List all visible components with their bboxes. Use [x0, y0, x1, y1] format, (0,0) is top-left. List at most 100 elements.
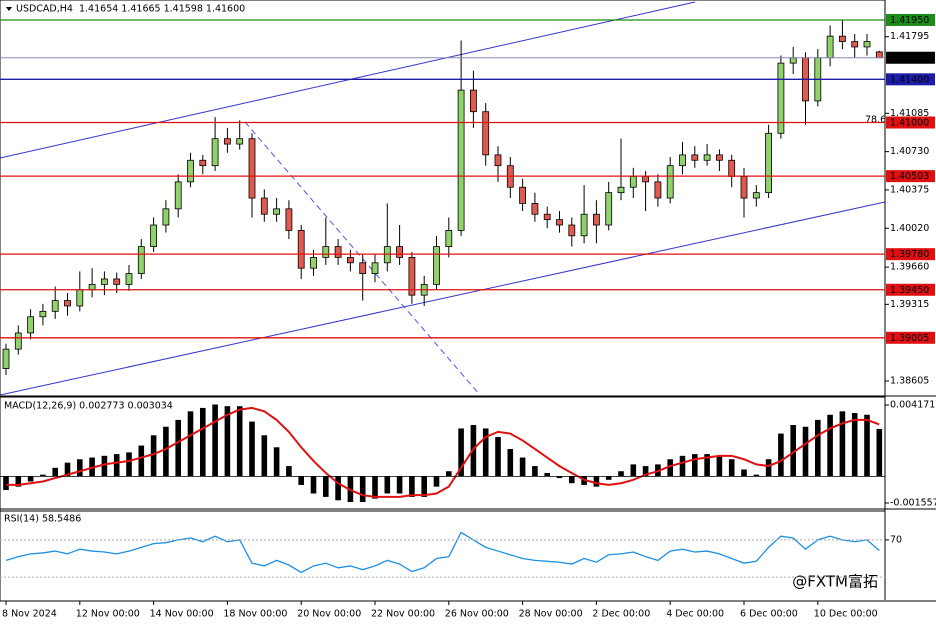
level-label: 1.41400	[890, 74, 929, 85]
macd-bar	[101, 455, 108, 477]
candle-body	[223, 138, 231, 145]
macd-bar	[593, 476, 600, 487]
macd-bar	[827, 414, 833, 477]
candle-body	[679, 154, 686, 167]
y-tick-label: 1.39315	[890, 299, 929, 310]
candle-body	[851, 41, 859, 48]
candle-body	[629, 176, 637, 188]
candle-body	[617, 186, 625, 194]
candle-body	[839, 35, 846, 42]
candle-body	[543, 213, 551, 221]
candle-body	[789, 57, 797, 64]
macd-bar	[175, 419, 181, 477]
candle-body	[101, 278, 108, 285]
candle-body	[556, 219, 563, 226]
macd-bar	[519, 457, 526, 477]
candle-body	[187, 159, 194, 183]
trend-channel-lower	[0, 201, 885, 395]
macd-bar	[667, 459, 673, 477]
candle-body	[740, 176, 748, 199]
candle-body	[580, 213, 588, 237]
macd-bar	[605, 476, 612, 480]
candle-body	[666, 165, 674, 199]
candle-body	[137, 246, 145, 274]
macd-bar	[728, 459, 735, 477]
x-tick-label: 10 Dec 00:00	[814, 609, 878, 620]
macd-bar	[138, 445, 145, 477]
macd-bar	[310, 476, 317, 494]
candle-body	[482, 111, 490, 156]
candle-body	[371, 262, 379, 274]
x-tick-label: 4 Dec 00:00	[666, 609, 724, 620]
macd-bar	[765, 459, 772, 477]
macd-bar	[704, 454, 710, 477]
level-label: 1.41950	[890, 15, 929, 26]
candle-body	[273, 208, 281, 215]
candle-body	[605, 192, 613, 226]
x-tick-label: 26 Nov 00:00	[445, 609, 509, 620]
level-label: 1.40503	[890, 171, 929, 182]
candle-body	[531, 203, 539, 215]
macd-bar	[409, 476, 415, 497]
macd-bar	[113, 454, 120, 477]
candle-body	[150, 224, 158, 248]
candle-body	[2, 348, 10, 369]
candle-body	[174, 181, 182, 210]
macd-bar	[618, 471, 624, 477]
candle-body	[322, 246, 330, 258]
level-label: 1.39780	[890, 249, 929, 260]
candle-body	[39, 310, 47, 318]
macd-bar	[630, 464, 637, 477]
y-tick-label: 1.40730	[890, 146, 929, 157]
candle-body	[113, 278, 121, 285]
macd-bar	[790, 425, 796, 477]
macd-bar	[27, 476, 34, 482]
candle-body	[297, 230, 305, 269]
macd-bar	[77, 459, 83, 477]
candle-body	[703, 154, 711, 161]
candle-body	[64, 300, 71, 307]
candle-body	[396, 246, 404, 258]
candle-body	[728, 159, 736, 177]
candle-body	[519, 186, 526, 204]
macd-bar	[778, 433, 784, 477]
candle-body	[125, 273, 133, 285]
level-label: 1.39005	[890, 333, 929, 344]
macd-bar	[384, 476, 391, 494]
candle-body	[310, 256, 317, 269]
level-label-box	[886, 73, 935, 86]
candle-body	[162, 208, 170, 226]
candle-body	[777, 62, 785, 134]
symbol-marker	[6, 7, 12, 11]
macd-bar	[396, 476, 403, 494]
candle-body	[642, 176, 649, 183]
candle-body	[765, 132, 772, 194]
macd-bar	[692, 454, 698, 477]
candle-body	[654, 181, 662, 199]
macd-bar	[150, 435, 157, 477]
candle-body	[236, 138, 244, 145]
macd-bar	[815, 419, 821, 477]
candle-body	[260, 197, 268, 215]
macd-bar	[716, 455, 723, 477]
watermark: @FXTM富拓	[792, 573, 878, 591]
x-tick-label: 28 Nov 00:00	[519, 609, 583, 620]
candle-body	[346, 256, 354, 264]
level-label-box	[886, 248, 935, 261]
macd-bar	[187, 411, 194, 477]
candle-body	[863, 41, 871, 48]
x-tick-label: 12 Nov 00:00	[76, 609, 140, 620]
candle-body	[593, 213, 600, 226]
macd-bar	[52, 467, 58, 477]
macd-bar	[753, 474, 760, 477]
macd-bar	[556, 476, 563, 479]
candle-body	[211, 138, 219, 167]
macd-bar	[163, 426, 169, 477]
x-tick-label: 2 Dec 00:00	[592, 609, 650, 620]
macd-bar	[495, 437, 501, 477]
macd-bar	[532, 466, 538, 477]
macd-bar	[249, 421, 255, 477]
candle-body	[248, 138, 256, 199]
candle-body	[199, 159, 207, 167]
